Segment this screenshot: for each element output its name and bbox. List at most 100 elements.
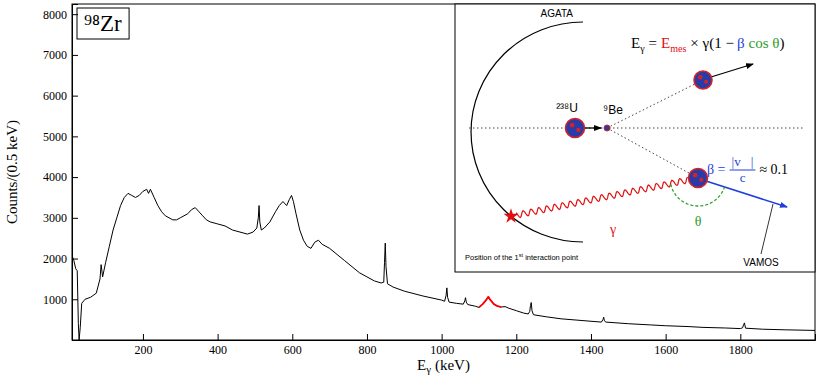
spectrometer-leader [761, 204, 773, 254]
y-tick-mark [72, 55, 78, 56]
x-tick-mark [292, 334, 293, 340]
x-tick-label: 1800 [729, 343, 753, 357]
y-axis: 1000 2000 3000 4000 5000 6000 7000 8000 [43, 5, 78, 341]
formula-part: β [737, 35, 745, 51]
x-tick-mark [442, 334, 443, 340]
y-axis-title: Counts/(0.5 keV) [4, 120, 21, 224]
interaction-label-part: interaction point [523, 253, 579, 262]
x-axis-title-part: (keV) [431, 357, 470, 374]
nucleus-dot [693, 173, 698, 178]
y-tick: 8000 [43, 8, 78, 22]
beta-lhs: β = [707, 162, 726, 177]
x-tick: 200 [134, 334, 152, 357]
beam-arrow [584, 127, 601, 128]
y-tick: 7000 [43, 48, 78, 62]
y-tick-mark [72, 259, 78, 260]
fragment-arrow [711, 64, 753, 77]
beam-label: ²³⁸U [556, 101, 578, 115]
x-tick-label: 1600 [654, 343, 678, 357]
nucleus [566, 119, 585, 138]
x-tick-mark [143, 334, 144, 340]
nucleus [694, 71, 712, 89]
x-tick-label: 600 [284, 343, 302, 357]
x-tick-label: 1000 [430, 343, 454, 357]
nucleus-dot [576, 128, 580, 132]
x-tick: 1000 [430, 334, 454, 357]
y-tick-label: 8000 [43, 8, 67, 22]
beta-num: |v⃗| [732, 154, 754, 169]
x-tick-label: 400 [209, 343, 227, 357]
x-axis-title: Eγ (keV) [417, 357, 470, 375]
gamma-label: γ [609, 222, 616, 237]
spectrometer-label: VAMOS [743, 257, 779, 268]
inset-box [455, 4, 815, 272]
x-tick-mark [591, 334, 592, 340]
y-tick: 2000 [43, 252, 78, 266]
y-tick: 5000 [43, 130, 78, 144]
target [604, 125, 610, 131]
y-tick-mark [72, 299, 78, 300]
formula-part: ) [779, 35, 784, 52]
nucleus-dot [699, 178, 703, 182]
x-tick-mark [367, 334, 368, 340]
x-tick-mark [666, 334, 667, 340]
interaction-label-part: Position of the 1 [465, 253, 519, 262]
interaction-star [503, 208, 518, 222]
interaction-label: Position of the 1st interaction point [465, 252, 579, 262]
plot-frame [72, 4, 815, 340]
x-axis-line [73, 334, 816, 341]
target-label: ⁹Be [603, 103, 623, 117]
nucleus-dot [570, 123, 575, 128]
beam-line [469, 128, 805, 129]
y-tick: 3000 [43, 211, 78, 225]
x-tick-label: 1400 [579, 343, 603, 357]
x-tick: 400 [209, 334, 227, 357]
formula-sub: γ [639, 43, 645, 54]
y-tick: 6000 [43, 89, 78, 103]
formula-sub: mes [670, 43, 686, 54]
gamma-wave [516, 177, 688, 217]
angle-label: θ [695, 214, 702, 229]
chart-title: ⁹⁸Zr [84, 11, 122, 36]
y-tick-label: 1000 [43, 293, 67, 307]
x-tick: 600 [284, 334, 302, 357]
x-tick: 800 [358, 334, 376, 357]
nucleus-dot [698, 75, 703, 80]
formula: Eγ=Emes× γ(1 −βcos θ) [631, 35, 784, 54]
x-tick: 1800 [729, 334, 753, 357]
nucleus-dot [704, 80, 708, 84]
y-tick-label: 5000 [43, 130, 67, 144]
x-axis-title-part: E [417, 357, 426, 373]
beta-den: c [740, 170, 746, 185]
plot-background [72, 4, 815, 340]
title-box [77, 8, 129, 39]
angle-arc [671, 184, 725, 206]
chart-svg: 200 400 600 800 1000 1200 1400 1600 1800 1000 2000… [0, 0, 821, 378]
x-tick-label: 1200 [505, 343, 529, 357]
y-tick-label: 4000 [43, 170, 67, 184]
x-tick-label: 800 [358, 343, 376, 357]
beta-approx: ≈ 0.1 [759, 162, 788, 177]
x-tick: 1600 [654, 334, 678, 357]
x-tick: 1400 [579, 334, 603, 357]
x-tick-mark [218, 334, 219, 340]
formula-part: E [661, 35, 670, 51]
y-tick-label: 6000 [43, 89, 67, 103]
x-axis: 200 400 600 800 1000 1200 1400 1600 1800 [73, 334, 816, 357]
x-tick-label: 200 [134, 343, 152, 357]
nucleus [689, 169, 708, 188]
y-tick-mark [72, 177, 78, 178]
y-tick-label: 7000 [43, 48, 67, 62]
y-tick-label: 3000 [43, 211, 67, 225]
y-tick: 1000 [43, 293, 78, 307]
trajectory [607, 128, 698, 178]
y-tick-mark [72, 136, 78, 137]
formula-part: E [631, 35, 640, 51]
spectrum-line [479, 297, 501, 308]
formula-part: = [649, 35, 657, 51]
y-tick-mark [72, 96, 78, 97]
y-axis-line [73, 5, 79, 341]
x-tick-mark [740, 334, 741, 340]
formula-part: cos θ [749, 35, 780, 51]
velocity-arrow [706, 181, 787, 207]
